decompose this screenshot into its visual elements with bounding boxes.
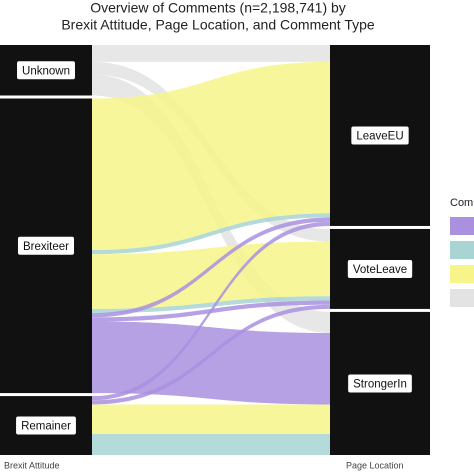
node-label-box <box>347 259 413 278</box>
flow <box>92 404 330 434</box>
node-label: Unknown <box>22 65 70 77</box>
legend-swatch <box>450 289 474 307</box>
node-label-box <box>348 374 412 393</box>
node-label-box <box>351 126 409 145</box>
legend-swatch <box>450 217 474 235</box>
node-label: Remainer <box>21 421 71 433</box>
node-label: LeaveEU <box>356 131 403 143</box>
legend-swatch <box>450 241 474 259</box>
chart-title: Overview of Comments (n=2,198,741) by <box>90 0 346 16</box>
node-label-box <box>16 416 76 435</box>
node-label-box <box>17 61 75 80</box>
flow <box>92 217 330 318</box>
legend-swatch <box>450 265 474 283</box>
chart-title: Brexit Attitude, Page Location, and Comm… <box>61 17 375 33</box>
flow <box>92 213 330 255</box>
node-label-box <box>17 236 75 255</box>
flow <box>92 321 330 405</box>
node-label: VoteLeave <box>353 264 407 276</box>
flow <box>92 304 330 405</box>
flow <box>92 433 330 455</box>
axis-label: Page Location <box>346 460 404 470</box>
legend-title: Comm <box>450 197 474 209</box>
flow <box>92 45 330 62</box>
flow <box>92 61 330 251</box>
flow <box>92 296 330 314</box>
node-label: Brexiteer <box>23 241 69 253</box>
flow <box>92 241 330 309</box>
node-label: StrongerIn <box>353 378 407 390</box>
flow <box>92 221 330 401</box>
axis-label: Brexit Attitude <box>4 460 60 470</box>
